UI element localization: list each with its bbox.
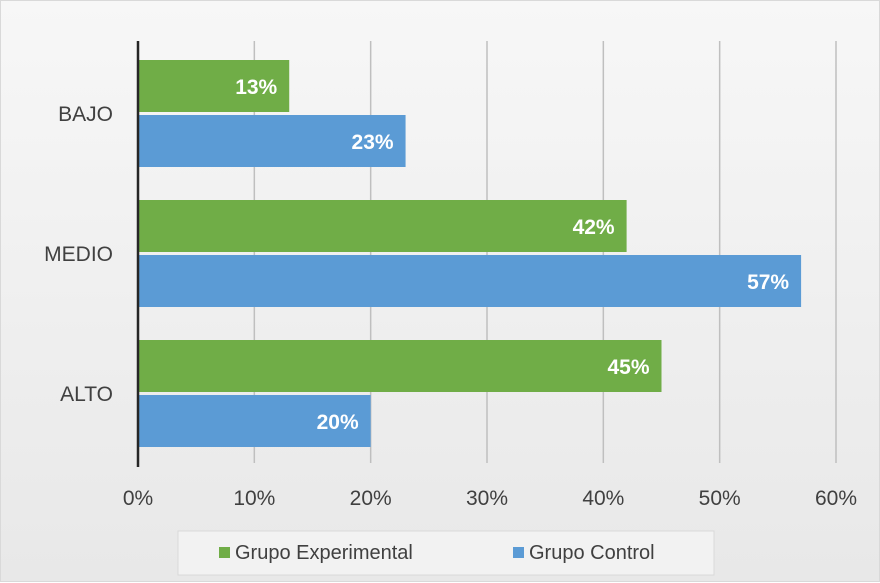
x-tick-label: 20% bbox=[350, 487, 392, 510]
x-tick-label: 0% bbox=[123, 487, 153, 510]
legend-label: Grupo Control bbox=[529, 542, 655, 564]
bar bbox=[138, 200, 627, 252]
bar bbox=[138, 255, 802, 307]
category-label: BAJO bbox=[58, 103, 113, 126]
legend: Grupo Experimental Grupo Control bbox=[219, 542, 655, 564]
x-tick-label: 30% bbox=[466, 487, 508, 510]
data-label: 13% bbox=[235, 76, 277, 99]
bars bbox=[138, 60, 802, 447]
data-label: 45% bbox=[607, 356, 649, 379]
axes: 0% 10% 20% 30% 40% 50% 60% BAJO MEDIO ALTO bbox=[44, 41, 857, 510]
category-label: ALTO bbox=[60, 383, 113, 406]
legend-label: Grupo Experimental bbox=[235, 542, 413, 564]
data-label: 23% bbox=[352, 131, 394, 154]
data-label: 57% bbox=[747, 271, 789, 294]
x-tick-label: 50% bbox=[699, 487, 741, 510]
bar bbox=[138, 395, 371, 447]
bar bbox=[138, 115, 406, 167]
x-tick-label: 10% bbox=[233, 487, 275, 510]
data-label: 20% bbox=[317, 411, 359, 434]
bar bbox=[138, 60, 290, 112]
bar bbox=[138, 340, 662, 392]
x-tick-label: 60% bbox=[815, 487, 857, 510]
data-labels: 13% 23% 42% 57% 45% 20% bbox=[235, 76, 789, 434]
legend-swatch bbox=[219, 547, 230, 558]
x-tick-label: 40% bbox=[582, 487, 624, 510]
legend-box bbox=[177, 530, 715, 576]
data-label: 42% bbox=[573, 216, 615, 239]
legend-swatch bbox=[513, 547, 524, 558]
category-label: MEDIO bbox=[44, 243, 113, 266]
